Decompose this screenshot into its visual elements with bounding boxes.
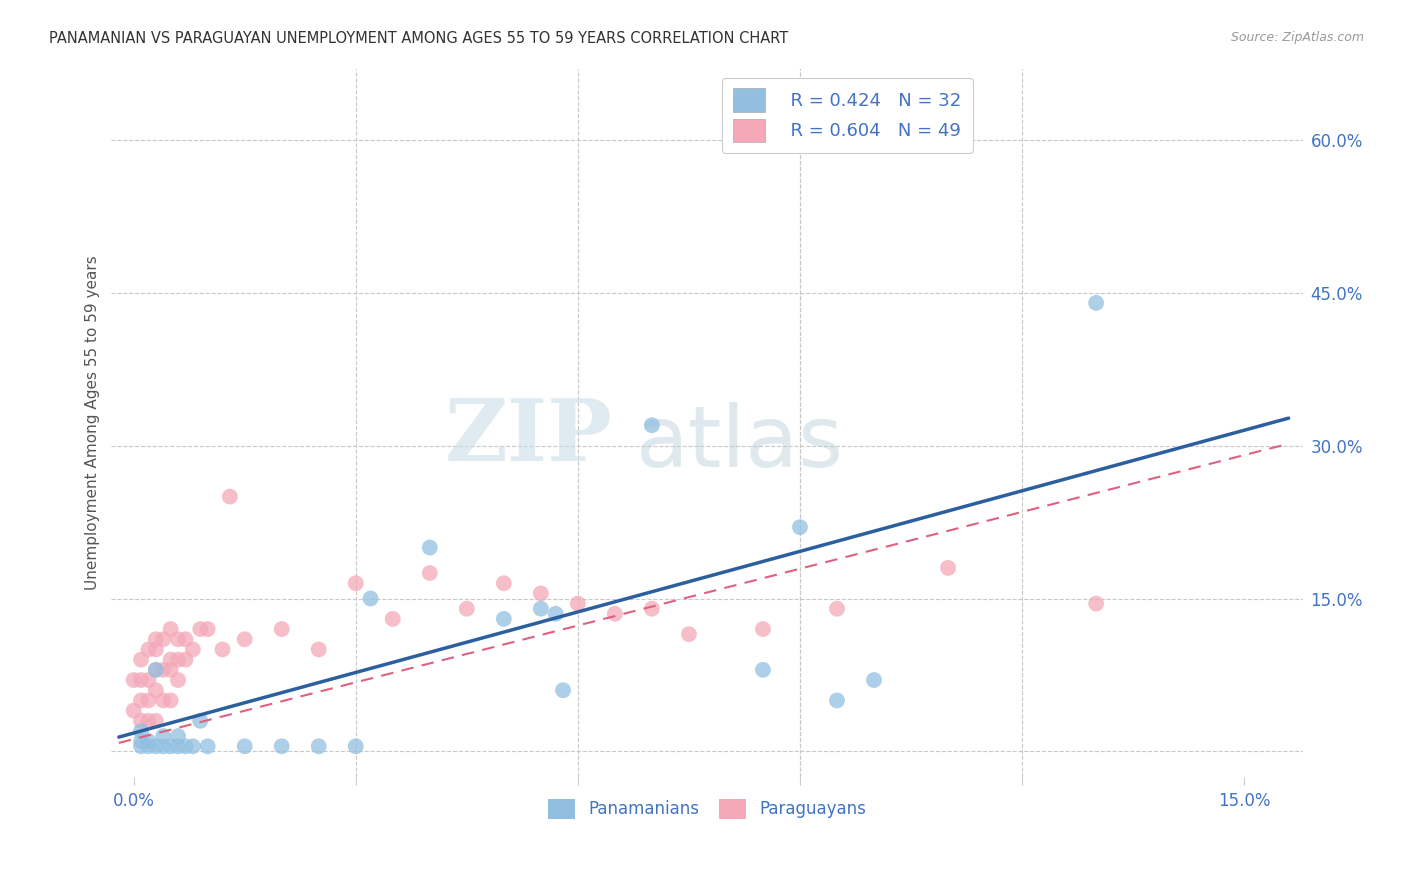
Point — [129, 693, 152, 707]
Point — [641, 418, 664, 433]
Point — [1085, 296, 1108, 310]
Point — [129, 673, 152, 687]
Point — [419, 541, 441, 555]
Point — [167, 729, 190, 743]
Point — [360, 591, 382, 606]
Point — [138, 734, 160, 748]
Point — [145, 642, 167, 657]
Point — [129, 724, 152, 739]
Point — [456, 601, 478, 615]
Point — [188, 622, 211, 636]
Text: ZIP: ZIP — [444, 395, 612, 479]
Point — [603, 607, 626, 621]
Text: Source: ZipAtlas.com: Source: ZipAtlas.com — [1230, 31, 1364, 45]
Point — [122, 673, 145, 687]
Text: atlas: atlas — [636, 402, 844, 485]
Point — [270, 739, 292, 754]
Point — [567, 597, 589, 611]
Point — [641, 601, 664, 615]
Point — [167, 632, 190, 647]
Point — [129, 739, 152, 754]
Point — [122, 704, 145, 718]
Point — [188, 714, 211, 728]
Point — [138, 693, 160, 707]
Point — [167, 653, 190, 667]
Point — [233, 632, 256, 647]
Point — [492, 576, 515, 591]
Point — [789, 520, 811, 534]
Point — [145, 663, 167, 677]
Point — [174, 632, 197, 647]
Point — [138, 714, 160, 728]
Point — [152, 739, 174, 754]
Point — [863, 673, 886, 687]
Point — [174, 739, 197, 754]
Point — [678, 627, 700, 641]
Point — [551, 683, 574, 698]
Text: PANAMANIAN VS PARAGUAYAN UNEMPLOYMENT AMONG AGES 55 TO 59 YEARS CORRELATION CHAR: PANAMANIAN VS PARAGUAYAN UNEMPLOYMENT AM… — [49, 31, 789, 46]
Point — [129, 734, 152, 748]
Point — [145, 739, 167, 754]
Point — [197, 622, 219, 636]
Point — [145, 632, 167, 647]
Point — [138, 673, 160, 687]
Point — [308, 739, 330, 754]
Point — [138, 642, 160, 657]
Point — [152, 693, 174, 707]
Point — [159, 663, 181, 677]
Point — [344, 576, 367, 591]
Point — [138, 739, 160, 754]
Point — [152, 729, 174, 743]
Point — [752, 663, 775, 677]
Point — [174, 653, 197, 667]
Point — [530, 586, 553, 600]
Point — [211, 642, 233, 657]
Point — [197, 739, 219, 754]
Point — [129, 653, 152, 667]
Point — [381, 612, 404, 626]
Point — [145, 663, 167, 677]
Point — [308, 642, 330, 657]
Point — [145, 714, 167, 728]
Point — [752, 622, 775, 636]
Point — [270, 622, 292, 636]
Point — [167, 739, 190, 754]
Point — [218, 490, 240, 504]
Point — [159, 693, 181, 707]
Point — [159, 622, 181, 636]
Point — [159, 739, 181, 754]
Point — [181, 739, 204, 754]
Point — [233, 739, 256, 754]
Point — [1085, 597, 1108, 611]
Point — [159, 653, 181, 667]
Point — [530, 601, 553, 615]
Point — [419, 566, 441, 580]
Legend: Panamanians, Paraguayans: Panamanians, Paraguayans — [541, 793, 873, 825]
Point — [344, 739, 367, 754]
Point — [544, 607, 567, 621]
Point — [167, 673, 190, 687]
Y-axis label: Unemployment Among Ages 55 to 59 years: Unemployment Among Ages 55 to 59 years — [86, 255, 100, 591]
Point — [145, 683, 167, 698]
Point — [825, 601, 848, 615]
Point — [825, 693, 848, 707]
Point — [152, 632, 174, 647]
Point — [129, 714, 152, 728]
Point — [181, 642, 204, 657]
Point — [152, 663, 174, 677]
Point — [492, 612, 515, 626]
Point — [936, 561, 959, 575]
